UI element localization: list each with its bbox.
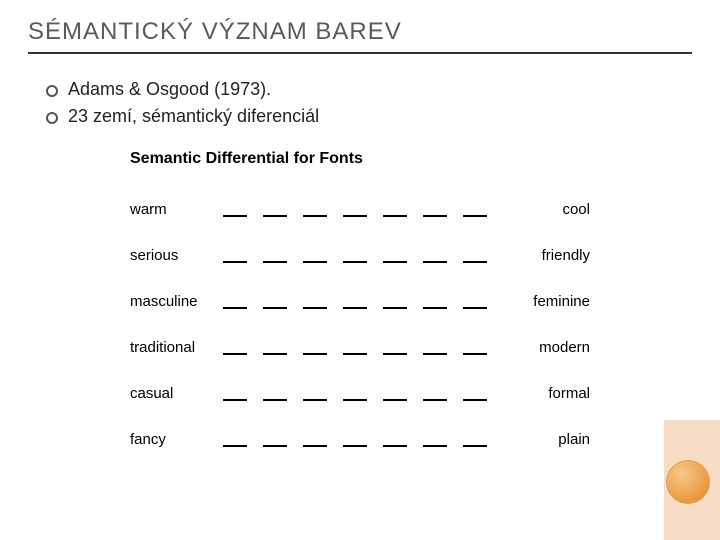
- sd-left-label: warm: [80, 201, 190, 218]
- sd-right-label: plain: [520, 431, 640, 448]
- list-item: Adams & Osgood (1973).: [46, 76, 692, 103]
- scale-dash: [263, 385, 287, 401]
- sd-right-label: cool: [520, 201, 640, 218]
- sd-right-label: modern: [520, 339, 640, 356]
- scale-dash: [423, 431, 447, 447]
- sd-row: casual formal: [80, 370, 640, 416]
- scale-dash: [383, 201, 407, 217]
- scale-dash: [263, 431, 287, 447]
- sd-scale: [190, 339, 520, 355]
- scale-dash: [263, 247, 287, 263]
- scale-dash: [383, 247, 407, 263]
- sd-scale: [190, 247, 520, 263]
- scale-dash: [303, 431, 327, 447]
- title-underline: [28, 52, 692, 54]
- sd-left-label: masculine: [80, 293, 190, 310]
- scale-dash: [383, 385, 407, 401]
- sd-rows: warm cool serious friendly masculine feminine…: [80, 186, 640, 462]
- sd-row: fancy plain: [80, 416, 640, 462]
- scale-dash: [343, 247, 367, 263]
- scale-dash: [263, 201, 287, 217]
- scale-dash: [223, 339, 247, 355]
- scale-dash: [383, 293, 407, 309]
- sd-left-label: casual: [80, 385, 190, 402]
- sd-left-label: traditional: [80, 339, 190, 356]
- sd-row: serious friendly: [80, 232, 640, 278]
- scale-dash: [463, 339, 487, 355]
- scale-dash: [303, 385, 327, 401]
- scale-dash: [303, 201, 327, 217]
- scale-dash: [423, 339, 447, 355]
- scale-dash: [383, 431, 407, 447]
- scale-dash: [343, 293, 367, 309]
- bullet-list: Adams & Osgood (1973). 23 zemí, sémantic…: [46, 76, 692, 130]
- sd-right-label: feminine: [520, 293, 640, 310]
- scale-dash: [223, 201, 247, 217]
- scale-dash: [223, 293, 247, 309]
- scale-dash: [423, 385, 447, 401]
- sd-row: traditional modern: [80, 324, 640, 370]
- sd-scale: [190, 385, 520, 401]
- scale-dash: [263, 339, 287, 355]
- page-title: SÉMANTICKÝ VÝZNAM BAREV: [28, 18, 692, 46]
- figure-title: Semantic Differential for Fonts: [130, 150, 640, 168]
- scale-dash: [343, 201, 367, 217]
- scale-dash: [223, 247, 247, 263]
- scale-dash: [223, 431, 247, 447]
- scale-dash: [463, 293, 487, 309]
- sd-left-label: serious: [80, 247, 190, 264]
- sd-right-label: friendly: [520, 247, 640, 264]
- sd-scale: [190, 201, 520, 217]
- sd-scale: [190, 293, 520, 309]
- sd-row: warm cool: [80, 186, 640, 232]
- semantic-differential-figure: Semantic Differential for Fonts warm cool…: [80, 150, 640, 462]
- scale-dash: [423, 293, 447, 309]
- sd-right-label: formal: [520, 385, 640, 402]
- scale-dash: [383, 339, 407, 355]
- scale-dash: [343, 431, 367, 447]
- scale-dash: [423, 247, 447, 263]
- sd-scale: [190, 431, 520, 447]
- sd-row: masculine feminine: [80, 278, 640, 324]
- scale-dash: [463, 247, 487, 263]
- slide: SÉMANTICKÝ VÝZNAM BAREV Adams & Osgood (…: [0, 0, 720, 540]
- decor-circle: [666, 460, 710, 504]
- scale-dash: [463, 201, 487, 217]
- scale-dash: [463, 385, 487, 401]
- scale-dash: [303, 293, 327, 309]
- scale-dash: [303, 247, 327, 263]
- scale-dash: [263, 293, 287, 309]
- scale-dash: [223, 385, 247, 401]
- list-item: 23 zemí, sémantický diferenciál: [46, 103, 692, 130]
- sd-left-label: fancy: [80, 431, 190, 448]
- scale-dash: [343, 339, 367, 355]
- scale-dash: [463, 431, 487, 447]
- scale-dash: [423, 201, 447, 217]
- scale-dash: [343, 385, 367, 401]
- scale-dash: [303, 339, 327, 355]
